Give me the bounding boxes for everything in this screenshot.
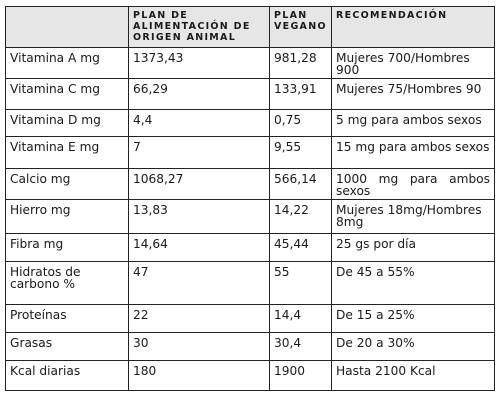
header-cell-animal-plan: PLAN DE ALIMENTACIÓN DE ORIGEN ANIMAL [128, 6, 270, 48]
nutrition-comparison-table: PLAN DE ALIMENTACIÓN DE ORIGEN ANIMAL PL… [5, 6, 495, 391]
table-row: Vitamina D mg 4,4 0,75 5 mg para ambos sexo… [5, 109, 495, 137]
vegan-plan-value: 45,44 [269, 233, 332, 262]
animal-plan-value: 7 [128, 136, 270, 169]
animal-plan-value: 180 [128, 360, 270, 391]
recommendation-cell: Mujeres 700/Hombres 900 [331, 47, 495, 79]
nutrient-cell: Vitamina E mg [5, 136, 129, 169]
recommendation-cell: 15 mg para ambos sexos [331, 136, 495, 169]
animal-plan-value: 13,83 [128, 199, 270, 234]
vegan-plan-value: 0,75 [269, 109, 332, 137]
recommendation-cell: De 45 a 55% [331, 261, 495, 305]
table-row: Hierro mg 13,83 14,22 Mujeres 18mg/Hombres … [5, 199, 495, 234]
table-row: Kcal diarias 180 1900 Hasta 2100 Kcal [5, 360, 495, 391]
vegan-plan-value: 981,28 [269, 47, 332, 79]
nutrient-cell: Fibra mg [5, 233, 129, 262]
nutrient-cell: Vitamina A mg [5, 47, 129, 79]
table-row: Grasas 30 30,4 De 20 a 30% [5, 332, 495, 361]
nutrient-cell: Hierro mg [5, 199, 129, 234]
table-row: Calcio mg 1068,27 566,14 1000 mg para ambos… [5, 168, 495, 200]
table-row: Proteínas 22 14,4 De 15 a 25% [5, 304, 495, 333]
animal-plan-value: 14,64 [128, 233, 270, 262]
table-body: Vitamina A mg 1373,43 981,28 Mujeres 700/Ho… [5, 47, 495, 391]
header-cell-nutrient [5, 6, 129, 48]
animal-plan-value: 1373,43 [128, 47, 270, 79]
vegan-plan-value: 30,4 [269, 332, 332, 361]
nutrient-cell: Kcal diarias [5, 360, 129, 391]
vegan-plan-value: 14,4 [269, 304, 332, 333]
vegan-plan-value: 55 [269, 261, 332, 305]
table-row: Vitamina A mg 1373,43 981,28 Mujeres 700/Ho… [5, 47, 495, 79]
nutrient-cell: Vitamina D mg [5, 109, 129, 137]
header-cell-vegan-plan: PLAN VEGANO [269, 6, 332, 48]
recommendation-cell: 25 gs por día [331, 233, 495, 262]
animal-plan-value: 1068,27 [128, 168, 270, 200]
nutrient-cell: Proteínas [5, 304, 129, 333]
recommendation-cell: 1000 mg para ambos sexos [331, 168, 495, 200]
table-row: Vitamina E mg 7 9,55 15 mg para ambos sexos [5, 136, 495, 169]
animal-plan-value: 66,29 [128, 78, 270, 110]
vegan-plan-value: 14,22 [269, 199, 332, 234]
nutrient-cell: Calcio mg [5, 168, 129, 200]
animal-plan-value: 4,4 [128, 109, 270, 137]
table-row: Hidratos de carbono % 47 55 De 45 a 55% [5, 261, 495, 305]
recommendation-cell: Mujeres 18mg/Hombres 8mg [331, 199, 495, 234]
table-row: Fibra mg 14,64 45,44 25 gs por día [5, 233, 495, 262]
nutrient-cell: Grasas [5, 332, 129, 361]
vegan-plan-value: 133,91 [269, 78, 332, 110]
table-row: Vitamina C mg 66,29 133,91 Mujeres 75/Hombr… [5, 78, 495, 110]
recommendation-cell: 5 mg para ambos sexos [331, 109, 495, 137]
header-row: PLAN DE ALIMENTACIÓN DE ORIGEN ANIMAL PL… [5, 6, 495, 48]
recommendation-cell: Mujeres 75/Hombres 90 [331, 78, 495, 110]
animal-plan-value: 47 [128, 261, 270, 305]
vegan-plan-value: 9,55 [269, 136, 332, 169]
recommendation-cell: Hasta 2100 Kcal [331, 360, 495, 391]
recommendation-cell: De 15 a 25% [331, 304, 495, 333]
animal-plan-value: 30 [128, 332, 270, 361]
animal-plan-value: 22 [128, 304, 270, 333]
nutrient-cell: Hidratos de carbono % [5, 261, 129, 305]
header-cell-recommendation: RECOMENDACIÓN [331, 6, 495, 48]
nutrient-cell: Vitamina C mg [5, 78, 129, 110]
vegan-plan-value: 1900 [269, 360, 332, 391]
recommendation-cell: De 20 a 30% [331, 332, 495, 361]
vegan-plan-value: 566,14 [269, 168, 332, 200]
